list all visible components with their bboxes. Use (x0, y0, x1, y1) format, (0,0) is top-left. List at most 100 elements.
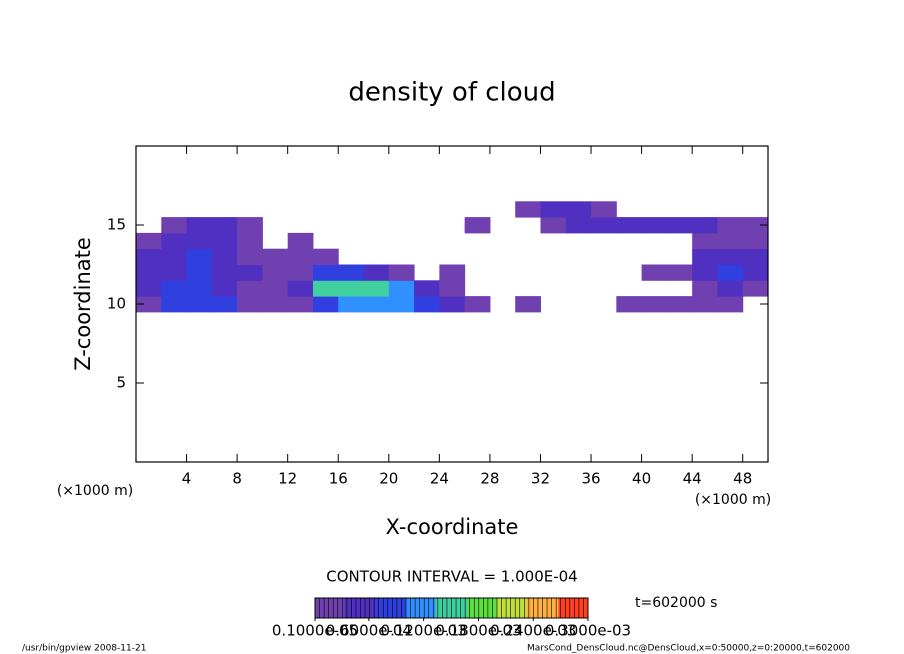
colorbar-strip (431, 598, 434, 618)
colorbar-strip (476, 598, 480, 618)
colorbar-strip (362, 598, 366, 618)
colorbar-strip (553, 598, 557, 618)
colorbar-strip (485, 598, 489, 618)
colorbar-strip (333, 598, 336, 618)
colorbar-strip (562, 598, 566, 618)
contour-cell (161, 217, 188, 234)
contour-cell (237, 217, 263, 234)
colorbar-strip (574, 598, 578, 618)
colorbar-strip (551, 598, 555, 618)
contour-cell (161, 232, 188, 250)
colorbar-strip (419, 598, 423, 618)
contour-cell (211, 217, 238, 234)
x-tick-label: 4 (182, 470, 192, 488)
contour-cell (287, 264, 314, 281)
colorbar-strip (497, 598, 500, 618)
colorbar-strip (549, 598, 552, 618)
colorbar-strip (326, 598, 330, 618)
colorbar-strip (426, 598, 430, 618)
colorbar-strip (585, 598, 589, 618)
y-tick-label: 15 (107, 216, 126, 234)
colorbar-strip (547, 598, 550, 618)
colorbar-strip (369, 598, 373, 618)
colorbar-strip (324, 598, 327, 618)
contour-cell (616, 217, 643, 234)
colorbar-strip (410, 598, 414, 618)
colorbar-strip (444, 598, 448, 618)
contour-cell (717, 232, 744, 250)
y-tick-label: 5 (116, 374, 126, 392)
colorbar-strip (481, 598, 484, 618)
contour-cell (363, 280, 390, 297)
y-axis-label: Z-coordinate (71, 237, 95, 371)
contour-cell (565, 217, 592, 234)
contour-cell (388, 264, 415, 281)
contour-cell (211, 296, 238, 313)
colorbar-strip (531, 598, 534, 618)
colorbar-strip (540, 598, 543, 618)
contour-cell (692, 217, 718, 234)
colorbar-strip (353, 598, 357, 618)
colorbar-tick-label: 0.3000e-03 (545, 622, 631, 640)
colorbar-strip (572, 598, 575, 618)
colorbar-strip (524, 598, 527, 618)
colorbar-strip (556, 598, 559, 618)
contour-cell (717, 217, 744, 234)
x-tick-label: 24 (430, 470, 449, 488)
colorbar-strip (526, 598, 530, 618)
x-tick-label: 28 (480, 470, 499, 488)
colorbar-strip (433, 598, 436, 618)
x-tick-label: 32 (531, 470, 550, 488)
contour-cell (237, 296, 263, 313)
colorbar-strip (451, 598, 455, 618)
colorbar: 0.1000e-050.6000e-040.1200e-030.1800e-03… (272, 597, 631, 640)
colorbar-strip (449, 598, 452, 618)
contour-cell (742, 232, 769, 250)
colorbar-strip (503, 598, 507, 618)
contour-cell (312, 264, 339, 281)
contour-cell (186, 264, 213, 281)
colorbar-strip (471, 598, 475, 618)
contour-cell (388, 296, 415, 313)
footer-right: MarsCond_DensCloud.nc@DensCloud,x=0:5000… (527, 644, 850, 654)
colorbar-tick-label: 0.2400e-03 (490, 622, 576, 640)
contour-cell (692, 248, 718, 265)
colorbar-strip (560, 598, 564, 618)
contour-cell (439, 264, 466, 281)
contour-cell (641, 296, 668, 313)
contour-cell (186, 248, 213, 265)
contour-cell (186, 280, 213, 297)
contour-cell (565, 201, 592, 218)
contour-cell (136, 280, 162, 297)
colorbar-strip (349, 598, 352, 618)
contour-cell (211, 264, 238, 281)
contour-cell (692, 280, 718, 297)
colorbar-strip (462, 598, 466, 618)
colorbar-strip (390, 598, 393, 618)
colorbar-strip (342, 598, 345, 618)
colorbar-strip (565, 598, 568, 618)
colorbar-strip (360, 598, 364, 618)
contour-cell (439, 296, 466, 313)
contour-cell (414, 296, 440, 313)
colorbar-strip (517, 598, 521, 618)
colorbar-strip (415, 598, 418, 618)
contour-cell (692, 296, 718, 313)
chart-title: density of cloud (348, 78, 555, 108)
colorbar-strip (478, 598, 482, 618)
colorbar-strip (494, 598, 498, 618)
colorbar-strip (440, 598, 443, 618)
colorbar-strip (399, 598, 402, 618)
contour-cell (237, 264, 263, 281)
colorbar-strip (576, 598, 580, 618)
colorbar-strip (401, 598, 405, 618)
colorbar-strip (383, 598, 386, 618)
colorbar-strip (408, 598, 411, 618)
contour-cell (312, 248, 339, 265)
colorbar-tick-label: 0.1800e-03 (435, 622, 521, 640)
colorbar-strip (510, 598, 514, 618)
colorbar-strip (492, 598, 496, 618)
contour-cell (692, 264, 718, 281)
colorbar-strip (583, 598, 587, 618)
contour-cell (540, 217, 567, 234)
